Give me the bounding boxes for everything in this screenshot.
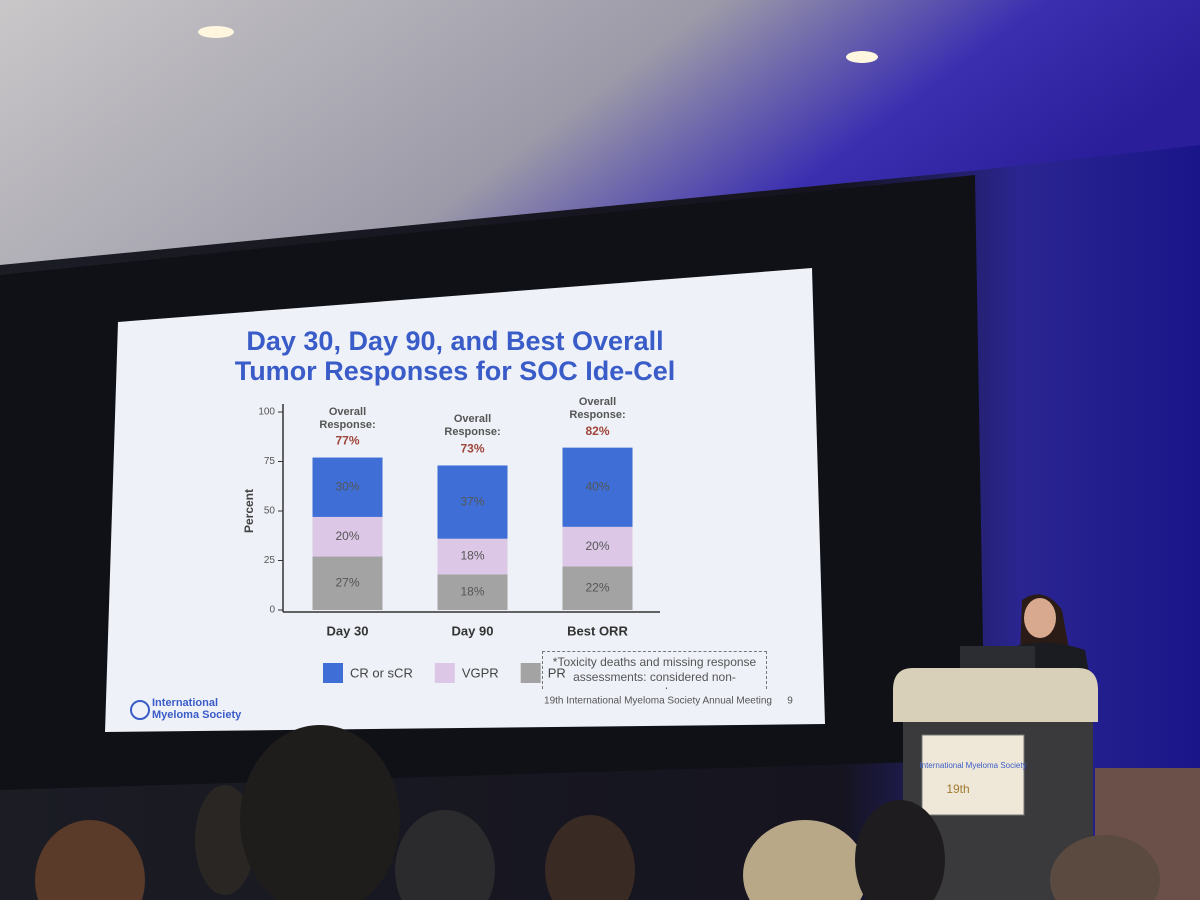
podium-event: 19th (946, 782, 969, 796)
overall-response-value: 82% (585, 424, 609, 438)
value-label: 30% (335, 479, 359, 493)
overall-response-label-box: Overall Response: (319, 405, 376, 431)
x-tick-label: Day 30 (327, 623, 369, 638)
y-tick-label: 75 (264, 456, 276, 467)
footer: 19th International Myeloma Society Annua… (544, 696, 772, 707)
bar-segment (437, 465, 508, 539)
speaker-face (1024, 598, 1056, 638)
bar-segment (437, 574, 508, 610)
podium-sign (921, 734, 1025, 816)
logo: International Myeloma Society (152, 697, 242, 721)
head (545, 815, 635, 900)
audience (35, 725, 1160, 900)
bar-segment (312, 457, 383, 517)
podium: International Myeloma Society 19th (893, 594, 1200, 900)
overall-response-label: Overall Response: (319, 405, 376, 431)
bar-segment (562, 526, 633, 567)
legend-swatch (434, 663, 455, 683)
chart-title: Day 30, Day 90, and Best Overall Tumor R… (234, 326, 676, 386)
legend-swatch (323, 663, 343, 683)
value-label: 20% (335, 529, 359, 543)
y-tick-label: 100 (258, 407, 275, 418)
head (1050, 835, 1160, 900)
bar-segment (312, 556, 383, 610)
y-tick-label: 25 (264, 555, 276, 566)
chart-title-box: Day 30, Day 90, and Best Overall Tumor R… (234, 326, 676, 386)
value-label: 18% (460, 549, 484, 563)
footnote: *Toxicity deaths and missing response as… (542, 651, 767, 689)
x-tick-label: Day 90 (452, 623, 494, 638)
podium-top (893, 668, 1098, 722)
bar-segment (312, 516, 383, 557)
legend-label: VGPR (462, 665, 499, 680)
bar-segment (562, 447, 633, 527)
value-label: 18% (460, 584, 484, 598)
bar-segment (437, 538, 508, 575)
y-tick-label: 50 (264, 506, 276, 517)
value-label: 20% (585, 539, 609, 553)
head (35, 820, 145, 900)
head (240, 725, 400, 900)
overall-response-label: Overall Response: (444, 413, 501, 439)
overall-response-label: Overall Response: (569, 395, 626, 421)
legend-label: CR or sCR (350, 665, 413, 680)
head (395, 810, 495, 900)
head (855, 800, 945, 900)
ceiling-light (846, 51, 878, 63)
bar-segment (562, 566, 633, 610)
value-label: 22% (585, 580, 609, 594)
x-tick-label: Best ORR (567, 623, 628, 638)
value-label: 37% (460, 494, 484, 508)
value-label: 27% (335, 575, 359, 589)
legend-swatch (520, 663, 541, 683)
page-number: 9 (787, 696, 793, 707)
logo-box: International Myeloma Society (152, 697, 242, 721)
y-axis-label: Percent (242, 489, 256, 533)
overall-response-label-box: Overall Response: (444, 413, 501, 439)
head (743, 820, 867, 900)
value-label: 40% (585, 479, 609, 493)
podium-logo: International Myeloma Society (919, 761, 1026, 770)
logo-mark (130, 700, 150, 720)
laptop (960, 646, 1035, 670)
overall-response-value: 77% (335, 434, 359, 448)
footnote-box: *Toxicity deaths and missing response as… (542, 651, 767, 689)
head (195, 785, 255, 895)
y-tick-label: 0 (269, 605, 275, 616)
overall-response-value: 73% (460, 442, 484, 456)
ceiling-light (198, 26, 234, 38)
chart: Day 30, Day 90, and Best Overall Tumor R… (130, 326, 793, 721)
legend-label: PR (548, 665, 566, 680)
overall-response-label-box: Overall Response: (569, 395, 626, 421)
